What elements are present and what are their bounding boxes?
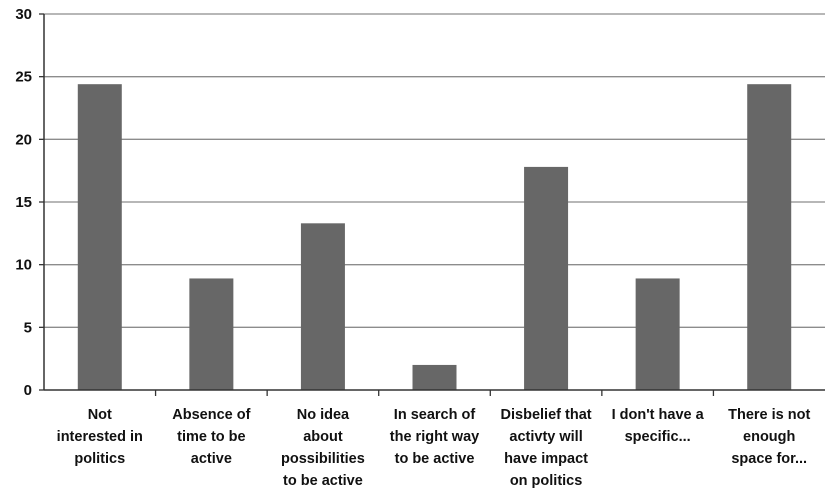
bar	[300, 223, 345, 390]
x-category-label-line: to be active	[395, 451, 475, 467]
x-category-label: I don't have a specific...	[612, 407, 705, 445]
gridlines	[39, 13, 825, 391]
x-axis-labels: Not interested in politics Absence of time t…	[57, 390, 810, 489]
x-category-label: Not interested in politics	[57, 407, 143, 467]
y-tick-label: 20	[15, 131, 32, 148]
x-category-label: There is not enough space for...	[728, 407, 810, 467]
x-category-label-line: time to be	[177, 429, 245, 445]
bar	[412, 364, 457, 390]
bar	[77, 84, 122, 390]
x-category-label-line: about	[303, 429, 343, 445]
y-tick-label: 30	[15, 6, 32, 23]
x-category-label-line: to be active	[283, 473, 363, 489]
x-category-label-line: interested in	[57, 429, 143, 445]
x-category-label-line: No idea	[297, 407, 350, 423]
x-category-label-line: There is not	[728, 407, 810, 423]
bar	[635, 278, 680, 390]
x-category-label-line: active	[191, 451, 232, 467]
y-tick-label: 15	[15, 194, 32, 211]
y-tick-label: 10	[15, 257, 32, 274]
x-category-label: No idea about possibilities to be active	[281, 407, 365, 489]
x-category-label-line: possibilities	[281, 451, 365, 467]
y-tick-label: 25	[15, 69, 32, 86]
y-tick-label: 0	[24, 382, 32, 399]
x-category-label-line: Absence of	[172, 407, 250, 423]
x-category-label-line: on politics	[510, 473, 583, 489]
x-category-label-line: the right way	[390, 429, 479, 445]
bar	[524, 166, 569, 390]
y-tick-label: 5	[24, 319, 32, 336]
x-category-label-line: have impact	[504, 451, 588, 467]
y-axis-ticks: 0 5 10 15 20 25 30	[15, 6, 32, 399]
x-category-label-line: enough	[743, 429, 795, 445]
x-category-label: In search of the right way to be active	[390, 407, 479, 467]
x-category-label-line: I don't have a	[612, 407, 705, 423]
x-category-label-line: In search of	[394, 407, 476, 423]
x-category-label-line: space for...	[731, 451, 807, 467]
x-category-label-line: Not	[88, 407, 112, 423]
x-category-label-line: Disbelief that	[501, 407, 592, 423]
bars	[77, 84, 792, 390]
x-category-label: Absence of time to be active	[172, 407, 250, 467]
x-category-label-line: activty will	[509, 429, 582, 445]
bar	[747, 84, 792, 390]
x-category-label: Disbelief that activty will have impact on …	[501, 407, 592, 489]
x-category-label-line: specific...	[625, 429, 691, 445]
bar	[189, 278, 234, 390]
x-category-label-line: politics	[74, 451, 125, 467]
